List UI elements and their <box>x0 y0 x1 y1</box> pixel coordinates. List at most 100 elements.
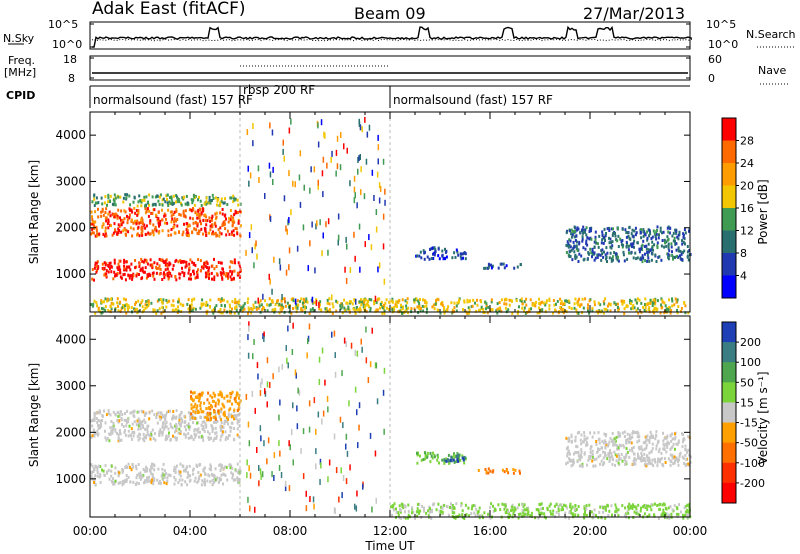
heatmap-cell-r6 <box>263 307 266 311</box>
heatmap-cell-r2 <box>217 197 220 201</box>
heatmap-cell-r1 <box>133 206 136 210</box>
heatmap-cell-scan <box>345 277 348 284</box>
heatmap-cell-r6 <box>351 302 354 306</box>
heatmap-cell-r6 <box>611 432 614 435</box>
heatmap-cell-r6 <box>553 303 556 307</box>
heatmap-cell-r6 <box>662 439 665 443</box>
heatmap-cell-scan <box>353 231 355 238</box>
heatmap-cell-r3 <box>453 455 456 459</box>
heatmap-cell-r1 <box>157 218 160 222</box>
heatmap-cell-r5 <box>589 227 592 231</box>
heatmap-cell-r6 <box>688 453 691 457</box>
heatmap-cell-r6 <box>491 308 494 312</box>
heatmap-cell-r5 <box>593 240 596 244</box>
heatmap-cell-r6 <box>279 307 282 311</box>
heatmap-cell-r6 <box>606 309 609 313</box>
heatmap-cell-r5 <box>654 253 657 257</box>
heatmap-cell-r1 <box>148 209 151 213</box>
heatmap-cell-scan <box>245 393 248 400</box>
heatmap-cell-r6 <box>615 459 618 463</box>
heatmap-cell-r5 <box>633 229 636 233</box>
heatmap-cell-r6 <box>609 302 612 306</box>
heatmap-cell-r6 <box>660 451 663 455</box>
heatmap-cell-r0 <box>181 266 183 270</box>
heatmap-cell-r6 <box>504 306 507 310</box>
heatmap-cell-r2 <box>170 195 173 199</box>
heatmap-cell-r6 <box>687 435 690 439</box>
heatmap-cell-r1 <box>91 215 93 219</box>
colorbar-segment <box>722 163 736 186</box>
heatmap-cell-r7 <box>598 510 601 514</box>
heatmap-cell-r6 <box>602 456 605 460</box>
heatmap-cell-r5 <box>674 242 677 246</box>
heatmap-cell-r0 <box>166 479 169 483</box>
heatmap-cell-r5 <box>632 256 635 260</box>
heatmap-cell-scan <box>315 448 317 455</box>
heatmap-cell-r6 <box>328 308 331 312</box>
heatmap-cell-r0 <box>177 469 180 473</box>
heatmap-cell-r1 <box>137 225 140 229</box>
heatmap-cell-r7 <box>428 510 431 514</box>
heatmap-cell-r1 <box>239 209 241 213</box>
heatmap-cell-r1 <box>134 219 137 223</box>
heatmap-cell-r2 <box>207 201 210 205</box>
heatmap-cell-r1 <box>217 228 220 232</box>
heatmap-cell-r7 <box>585 504 588 508</box>
heatmap-cell-r6 <box>508 298 511 302</box>
heatmap-cell-r1 <box>187 425 190 429</box>
heatmap-cell-r1 <box>95 417 98 420</box>
heatmap-cell-r0 <box>234 261 236 265</box>
heatmap-cell-r1 <box>173 217 176 221</box>
heatmap-cell-r2 <box>111 202 114 206</box>
heatmap-cell-r5 <box>643 245 646 248</box>
heatmap-cell-r3 <box>453 251 456 255</box>
heatmap-cell-r5 <box>568 244 571 247</box>
heatmap-cell-r7 <box>564 504 567 508</box>
heatmap-cell-r0 <box>224 473 227 477</box>
heatmap-cell-r6 <box>583 431 586 435</box>
heatmap-cell-r2 <box>113 193 116 197</box>
heatmap-cell-r7 <box>400 502 403 506</box>
heatmap-cell-r5 <box>594 238 597 242</box>
heatmap-cell-r0 <box>152 271 155 275</box>
heatmap-cell-r6 <box>589 451 592 454</box>
heatmap-cell-r6 <box>366 300 369 304</box>
heatmap-cell-r0 <box>207 271 210 275</box>
heatmap-cell-r0 <box>161 467 164 471</box>
heatmap-cell-r6 <box>264 299 267 303</box>
heatmap-cell-r7 <box>631 507 634 510</box>
heatmap-cell-r1 <box>143 439 146 443</box>
heatmap-cell-r1 <box>191 231 194 235</box>
heatmap-cell-r6 <box>144 306 147 310</box>
heatmap-cell-r1 <box>239 224 242 228</box>
heatmap-cell-r2 <box>157 199 160 203</box>
heatmap-cell-r7 <box>627 516 630 520</box>
heatmap-cell-r0 <box>164 259 167 263</box>
heatmap-cell-r6 <box>650 435 653 439</box>
heatmap-cell-r1 <box>179 431 182 435</box>
heatmap-cell-r0 <box>214 477 217 481</box>
heatmap-cell-r5 <box>636 241 639 245</box>
heatmap-cell-r7 <box>668 514 671 518</box>
heatmap-cell-r6 <box>577 303 580 307</box>
heatmap-cell-r6 <box>678 454 681 458</box>
heatmap-cell-r2 <box>197 393 200 397</box>
heatmap-cell-r6 <box>353 299 356 303</box>
heatmap-cell-r6 <box>538 297 540 301</box>
heatmap-cell-r5 <box>647 250 650 254</box>
heatmap-cell-r0 <box>149 470 152 473</box>
heatmap-cell-r1 <box>189 216 192 220</box>
heatmap-cell-scan <box>283 155 285 162</box>
heatmap-cell-r1 <box>95 432 97 435</box>
heatmap-cell-r7 <box>658 507 661 511</box>
heatmap-cell-r6 <box>418 301 421 305</box>
heatmap-cell-scan <box>368 234 370 241</box>
heatmap-cell-r0 <box>171 267 174 271</box>
heatmap-cell-r1 <box>109 426 112 430</box>
heatmap-cell-r1 <box>165 434 168 438</box>
heatmap-cell-r2 <box>199 407 202 411</box>
heatmap-cell-r0 <box>181 270 184 274</box>
heatmap-cell-r7 <box>521 514 524 518</box>
heatmap-cell-r0 <box>149 467 152 471</box>
nsky-panel <box>89 21 693 50</box>
